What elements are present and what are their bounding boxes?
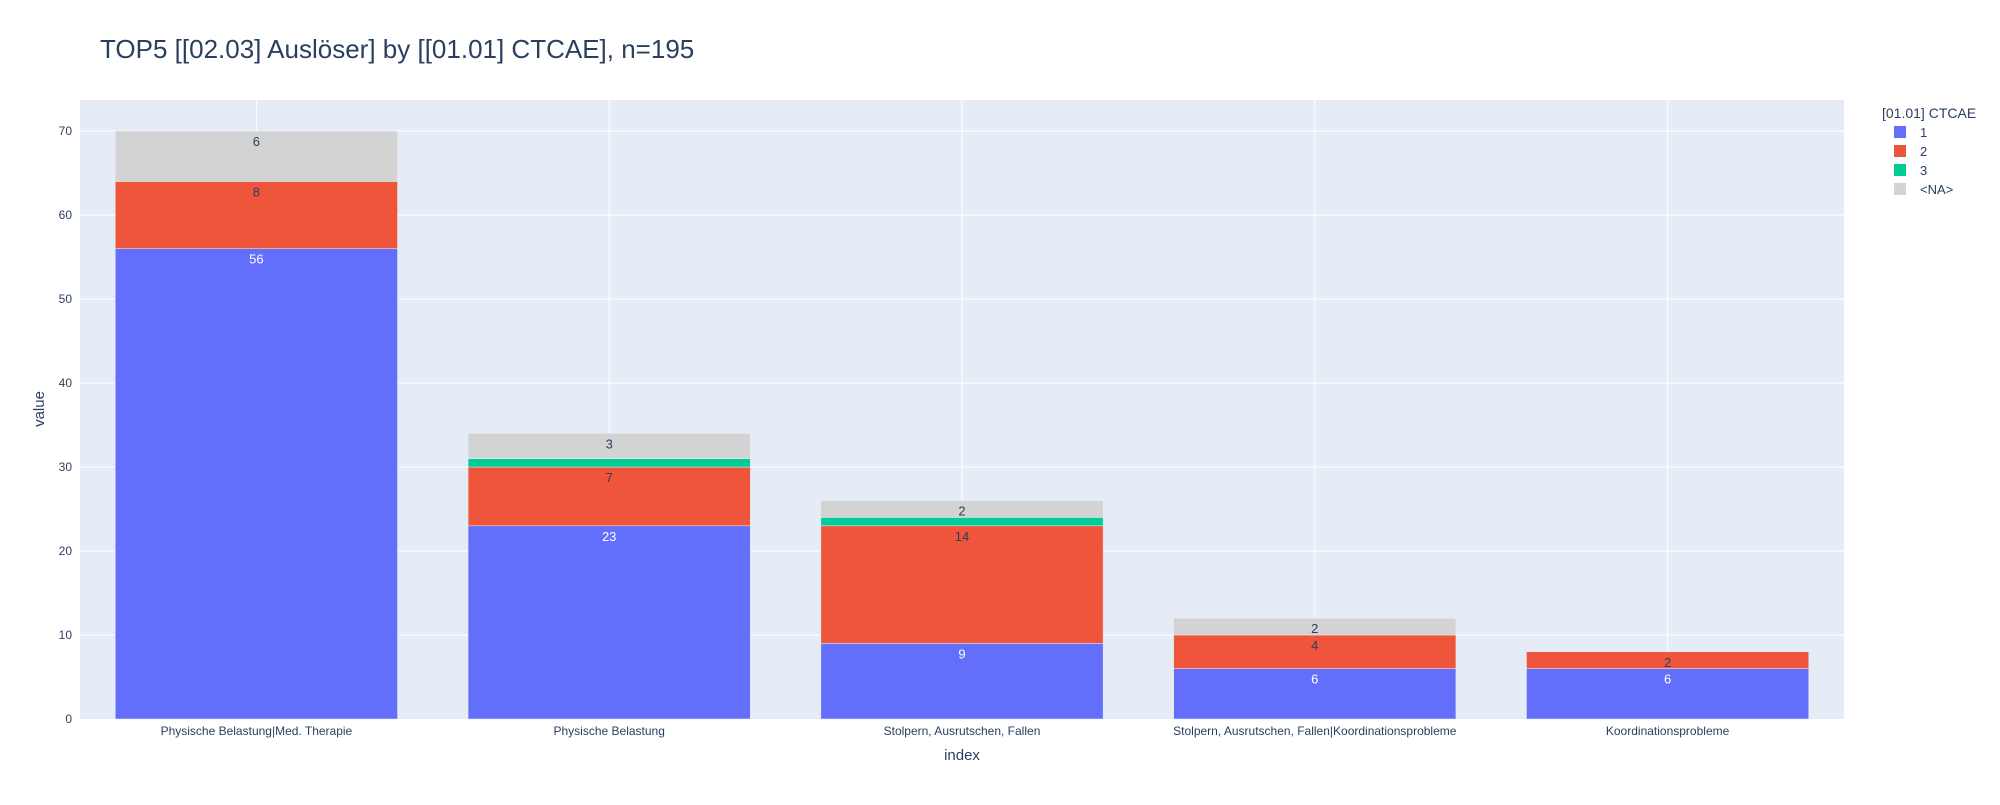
bar-segment-series-1-4[interactable] [1526,668,1809,720]
bar-value-label: 2 [1311,621,1318,636]
bar-value-label: 8 [253,184,260,199]
y-tick-labels: 0 10 20 30 40 50 60 70 [59,124,73,726]
bar-segment-series-NA-3[interactable] [1173,617,1457,636]
x-tick-label: Stolpern, Ausrutschen, Fallen|Koordinati… [1173,724,1457,738]
x-tick-label: Physische Belastung|Med. Therapie [161,724,353,738]
bar-segment-series-1-3[interactable] [1173,668,1457,720]
bar-labels: 56 23 9 6 6 8 7 14 4 2 6 3 2 2 [249,134,1671,687]
bar-segment-series-2-4[interactable] [1526,651,1809,669]
bar-value-label: 4 [1311,638,1318,653]
bar-segment-series-1-1[interactable] [467,525,751,720]
legend-swatch[interactable] [1894,164,1906,176]
bar-value-label: 14 [955,529,969,544]
legend-label[interactable]: 3 [1920,163,1927,178]
x-axis-title: index [944,747,980,764]
bar-value-label: 2 [958,504,965,519]
y-tick-label: 30 [59,460,73,474]
bar-value-label: 3 [606,436,613,451]
y-tick-label: 60 [59,208,73,222]
x-tick-label: Koordinationsprobleme [1606,724,1730,738]
y-tick-label: 70 [59,124,73,138]
x-tick-label: Stolpern, Ausrutschen, Fallen [884,724,1041,738]
bar-segment-series-2-2[interactable] [820,525,1104,644]
y-axis-title: value [31,391,48,427]
bar-value-label: 2 [1664,655,1671,670]
bar-segment-series-NA-0[interactable] [115,130,398,182]
legend-swatch[interactable] [1894,183,1906,195]
y-tick-label: 0 [65,712,72,726]
bar-segment-series-2-1[interactable] [467,466,751,527]
bar-value-label: 6 [1311,672,1318,687]
x-tick-labels: Physische Belastung|Med. Therapie Physisc… [161,724,1730,738]
y-tick-label: 20 [59,544,73,558]
bar-value-label: 23 [602,529,616,544]
legend-label[interactable]: 1 [1920,125,1927,140]
bar-segment-series-1-2[interactable] [820,643,1104,720]
bar-segment-series-2-0[interactable] [115,181,398,249]
x-tick-label: Physische Belastung [553,724,664,738]
bar-segment-series-3-1[interactable] [467,458,751,468]
legend-label[interactable]: 2 [1920,144,1927,159]
bar-value-label: 56 [249,252,263,267]
bar-value-label: 7 [606,470,613,485]
bar-segment-series-NA-2[interactable] [820,500,1104,518]
legend-swatch[interactable] [1894,145,1906,157]
bars [115,130,1809,720]
legend-swatch[interactable] [1894,126,1906,138]
legend-title: [01.01] CTCAE [1882,105,1976,121]
bar-value-label: 6 [1664,672,1671,687]
y-tick-label: 40 [59,376,73,390]
bar-value-label: 9 [958,646,965,661]
chart-title: TOP5 [[02.03] Auslöser] by [[01.01] CTCA… [100,34,694,64]
bar-segment-series-2-3[interactable] [1173,634,1457,669]
bar-segment-series-3-2[interactable] [820,517,1104,527]
y-tick-label: 50 [59,292,73,306]
bar-value-label: 6 [253,134,260,149]
legend: [01.01] CTCAE 1 2 3 <NA> [1882,105,1976,197]
bar-segment-series-NA-1[interactable] [467,433,751,459]
y-tick-label: 10 [59,628,73,642]
legend-label[interactable]: <NA> [1920,182,1953,197]
bar-segment-series-1-0[interactable] [115,248,398,720]
